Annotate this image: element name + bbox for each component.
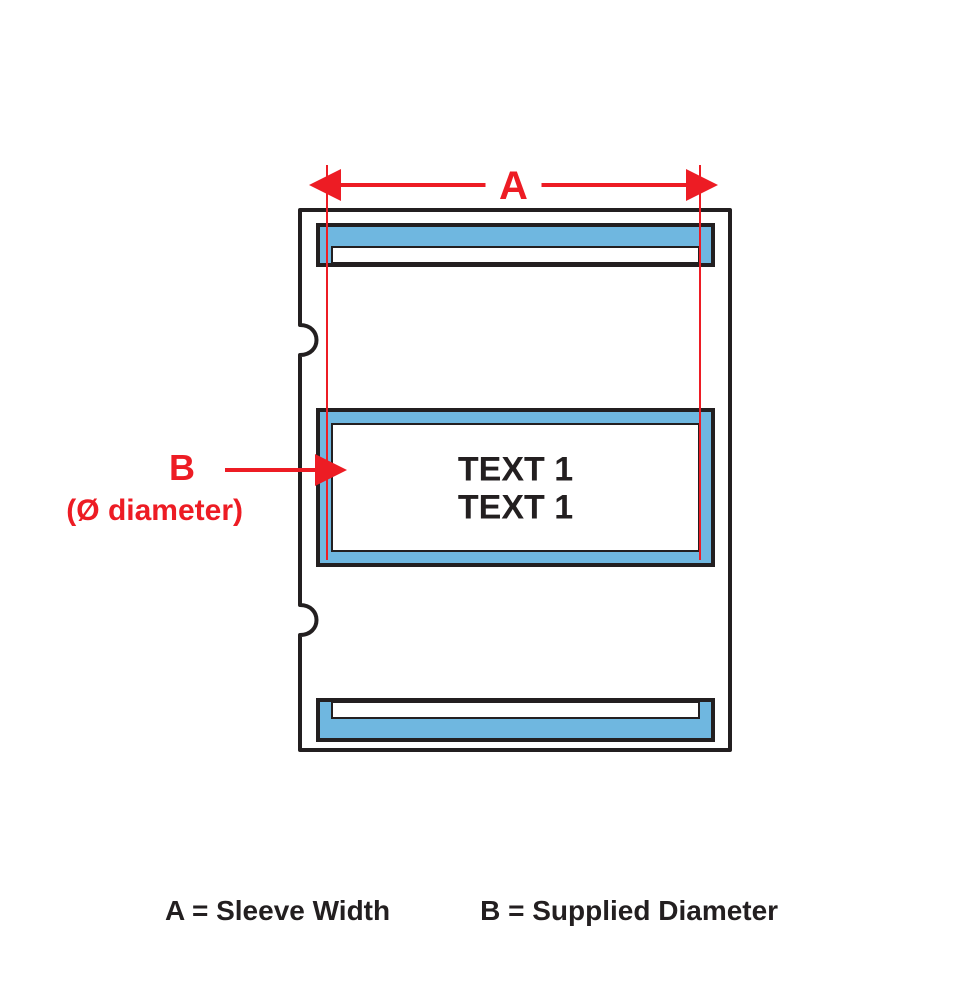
sleeve-label-line: TEXT 1 — [458, 488, 573, 526]
legend-row: A = Sleeve Width B = Supplied Diameter — [165, 895, 778, 927]
sleeve-2 — [318, 700, 713, 740]
legend-a: A = Sleeve Width — [165, 895, 390, 927]
sleeve-0 — [318, 225, 713, 265]
dim-a-letter: A — [499, 164, 528, 208]
dim-b-letter: B — [169, 447, 195, 488]
diagram-svg: TEXT 1TEXT 1 A B (Ø diameter) — [0, 0, 973, 1000]
dim-b-subtext: (Ø diameter) — [66, 494, 243, 527]
legend-b: B = Supplied Diameter — [480, 895, 778, 927]
diagram-canvas: TEXT 1TEXT 1 A B (Ø diameter) A = Sleeve Wi… — [0, 0, 973, 1000]
sleeve-label-line: TEXT 1 — [458, 450, 573, 488]
sleeve-1: TEXT 1TEXT 1 — [318, 410, 713, 565]
